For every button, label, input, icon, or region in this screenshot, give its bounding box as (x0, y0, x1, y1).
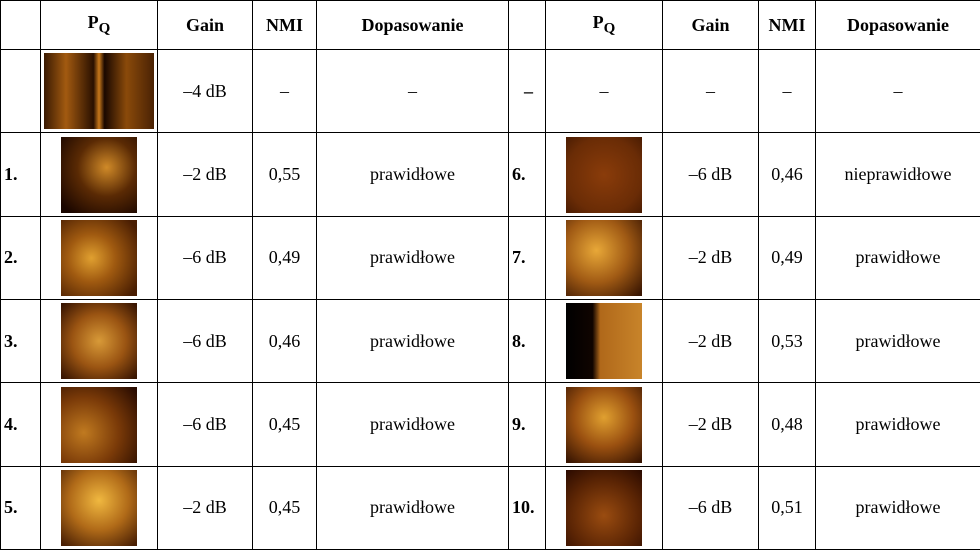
cell: – (317, 50, 509, 133)
image-cell (41, 300, 158, 383)
cell: nieprawidłowe (816, 133, 980, 216)
cell: prawidłowe (317, 216, 509, 299)
cell: 0,45 (253, 466, 317, 549)
cell: 0,55 (253, 133, 317, 216)
row-number: 2. (1, 216, 41, 299)
cell: prawidłowe (317, 466, 509, 549)
cell: – (663, 50, 759, 133)
image-cell (546, 216, 663, 299)
header-pq-sub: Q (99, 21, 111, 37)
header-cell (1, 1, 41, 50)
row-number: 8. (509, 300, 546, 383)
cell: –4 dB (158, 50, 253, 133)
cell: prawidłowe (317, 133, 509, 216)
image-cell (546, 133, 663, 216)
sonar-image (61, 387, 137, 463)
cell: –2 dB (663, 383, 759, 466)
image-cell (41, 383, 158, 466)
sonar-image (61, 220, 137, 296)
table-row: –4 dB––––––– (1, 50, 980, 133)
row-number: 3. (1, 300, 41, 383)
sonar-image (44, 53, 154, 129)
cell: –2 dB (158, 133, 253, 216)
cell: 0,46 (759, 133, 816, 216)
cell: –6 dB (663, 133, 759, 216)
header-pq-sub: Q (604, 21, 616, 37)
cell: 0,49 (253, 216, 317, 299)
cell: 0,46 (253, 300, 317, 383)
row-number: – (509, 50, 546, 133)
cell: –6 dB (663, 466, 759, 549)
sonar-image (566, 303, 642, 379)
row-number: 7. (509, 216, 546, 299)
cell: prawidłowe (317, 383, 509, 466)
sonar-image (566, 137, 642, 213)
cell: – (546, 50, 663, 133)
row-number: 4. (1, 383, 41, 466)
sonar-image (61, 470, 137, 546)
row-number: 9. (509, 383, 546, 466)
image-cell (546, 466, 663, 549)
row-number: 10. (509, 466, 546, 549)
sonar-image (61, 137, 137, 213)
row-number: 1. (1, 133, 41, 216)
image-cell (546, 383, 663, 466)
header-cell: NMI (253, 1, 317, 50)
image-cell (546, 300, 663, 383)
cell: –2 dB (663, 216, 759, 299)
row-number: 5. (1, 466, 41, 549)
image-cell (41, 133, 158, 216)
sonar-image (61, 303, 137, 379)
image-cell (41, 466, 158, 549)
header-cell: PQ (41, 1, 158, 50)
sonar-image (566, 220, 642, 296)
image-cell (41, 216, 158, 299)
header-cell: NMI (759, 1, 816, 50)
sonar-image (566, 387, 642, 463)
image-cell (41, 50, 158, 133)
cell: –6 dB (158, 383, 253, 466)
cell: – (816, 50, 980, 133)
row-number (1, 50, 41, 133)
cell: 0,45 (253, 383, 317, 466)
header-cell (509, 1, 546, 50)
cell: prawidłowe (816, 383, 980, 466)
cell: prawidłowe (317, 300, 509, 383)
cell: prawidłowe (816, 466, 980, 549)
results-table: PQGainNMIDopasowaniePQGainNMIDopasowanie… (0, 0, 980, 550)
cell: 0,53 (759, 300, 816, 383)
header-cell: Dopasowanie (816, 1, 980, 50)
header-cell: Gain (663, 1, 759, 50)
cell: prawidłowe (816, 300, 980, 383)
header-cell: PQ (546, 1, 663, 50)
cell: – (253, 50, 317, 133)
header-pq: P (88, 12, 99, 32)
header-pq: P (593, 12, 604, 32)
cell: 0,48 (759, 383, 816, 466)
cell: prawidłowe (816, 216, 980, 299)
cell: –6 dB (158, 216, 253, 299)
header-cell: Gain (158, 1, 253, 50)
cell: – (759, 50, 816, 133)
cell: –6 dB (158, 300, 253, 383)
row-number: 6. (509, 133, 546, 216)
cell: –2 dB (158, 466, 253, 549)
header-cell: Dopasowanie (317, 1, 509, 50)
cell: –2 dB (663, 300, 759, 383)
cell: 0,49 (759, 216, 816, 299)
sonar-image (566, 470, 642, 546)
cell: 0,51 (759, 466, 816, 549)
